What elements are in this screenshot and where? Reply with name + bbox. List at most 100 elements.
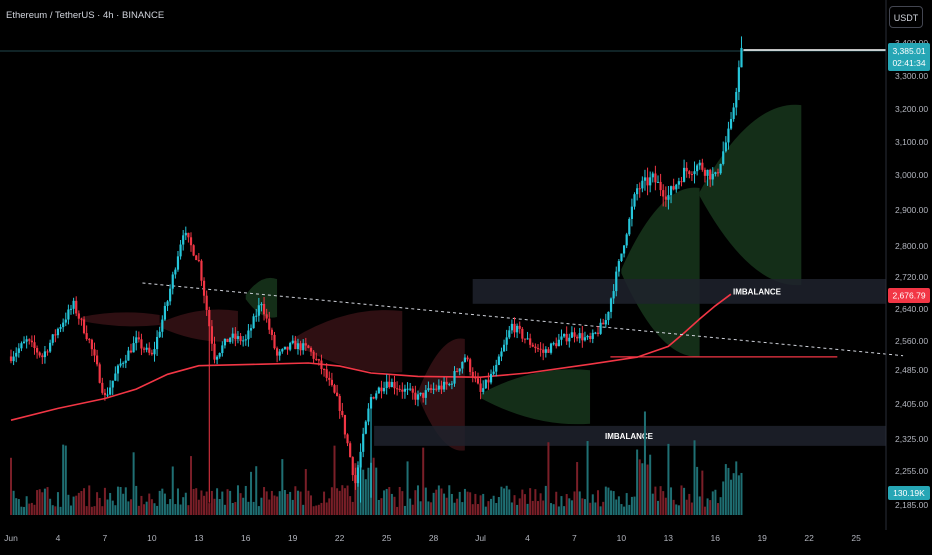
volume-bar-128 bbox=[343, 488, 346, 515]
candle-body-45 bbox=[127, 350, 130, 361]
candle-body-48 bbox=[135, 337, 138, 344]
candle-body-44 bbox=[124, 360, 127, 363]
volume-bar-94 bbox=[255, 466, 258, 515]
x-tick-4: 13 bbox=[194, 533, 204, 543]
candle-body-193 bbox=[513, 323, 516, 333]
candle-body-236 bbox=[625, 234, 628, 246]
volume-bar-41 bbox=[116, 486, 119, 515]
candle-body-85 bbox=[231, 333, 234, 338]
candle-body-111 bbox=[299, 343, 302, 351]
candle-body-61 bbox=[169, 288, 172, 302]
candle-body-36 bbox=[103, 392, 107, 396]
volume-bar-250 bbox=[662, 491, 665, 515]
candle-body-92 bbox=[249, 328, 253, 331]
volume-bar-68 bbox=[187, 505, 190, 515]
volume-bar-175 bbox=[466, 491, 469, 515]
candle-body-95 bbox=[257, 305, 260, 316]
volume-bar-218 bbox=[578, 491, 581, 515]
descending-trendline bbox=[142, 282, 904, 357]
currency-button[interactable]: USDT bbox=[889, 6, 923, 28]
x-tick-17: 22 bbox=[804, 533, 814, 543]
volume-bar-123 bbox=[330, 487, 333, 515]
volume-bar-105 bbox=[283, 490, 286, 515]
volume-bar-199 bbox=[529, 488, 532, 515]
volume-bar-247 bbox=[654, 486, 657, 515]
x-tick-2: 7 bbox=[103, 533, 108, 543]
volume-bar-216 bbox=[573, 491, 576, 515]
candle-body-152 bbox=[406, 388, 409, 390]
y-tick-14: 2,185.00 bbox=[895, 500, 928, 510]
candle-body-182 bbox=[484, 379, 487, 389]
volume-bar-6 bbox=[25, 496, 28, 515]
time-axis[interactable]: Jun 4 7 10 13 16 19 22 25 28 Jul 4 7 10 13 16 19 22 25 bbox=[4, 533, 861, 543]
volume-bar-97 bbox=[263, 487, 266, 515]
candle-body-219 bbox=[581, 333, 584, 341]
candle-body-203 bbox=[539, 348, 542, 350]
volume-bar-204 bbox=[542, 500, 545, 515]
volume-bar-161 bbox=[430, 502, 433, 515]
candle-body-179 bbox=[476, 378, 480, 384]
volume-bar-228 bbox=[604, 486, 607, 515]
volume-bar-249 bbox=[659, 486, 662, 515]
candle-body-19 bbox=[59, 327, 62, 329]
indicator-lines bbox=[0, 49, 904, 421]
candle-body-118 bbox=[317, 359, 320, 361]
volume-bar-137 bbox=[367, 467, 370, 515]
volume-bar-251 bbox=[664, 497, 667, 515]
candle-body-169 bbox=[450, 383, 453, 385]
volume-bar-18 bbox=[56, 492, 59, 515]
candle-body-119 bbox=[320, 360, 323, 370]
volume-bar-177 bbox=[471, 504, 474, 515]
candle-body-275 bbox=[727, 128, 730, 143]
volume-bar-271 bbox=[716, 503, 719, 515]
candle-body-264 bbox=[698, 162, 701, 166]
candle-body-246 bbox=[651, 173, 654, 178]
price-axis[interactable]: 3,400.003,300.003,200.003,100.003,000.00… bbox=[885, 0, 928, 530]
candle-body-238 bbox=[630, 206, 634, 219]
volume-bar-159 bbox=[424, 487, 427, 515]
volume-label: 130.19K bbox=[893, 488, 925, 498]
volume-bar-63 bbox=[174, 504, 177, 515]
volume-bar-146 bbox=[390, 493, 393, 515]
candle-body-7 bbox=[28, 339, 31, 341]
volume-bar-36 bbox=[103, 487, 106, 515]
candle-body-178 bbox=[474, 377, 477, 379]
candle-body-17 bbox=[54, 334, 57, 336]
volume-bar-67 bbox=[184, 492, 187, 515]
candle-body-47 bbox=[132, 343, 135, 353]
cloud-segment-7 bbox=[699, 104, 802, 286]
volume-bar-4 bbox=[20, 506, 23, 515]
candle-body-86 bbox=[234, 333, 237, 339]
volume-bar-139 bbox=[372, 457, 375, 515]
candle-body-32 bbox=[93, 349, 96, 356]
volume-bar-192 bbox=[510, 502, 513, 515]
candle-body-78 bbox=[213, 343, 216, 360]
candle-body-239 bbox=[633, 194, 636, 207]
candle-body-26 bbox=[77, 313, 80, 319]
candle-body-33 bbox=[95, 355, 99, 365]
volume-bar-193 bbox=[513, 495, 516, 515]
volume-bar-238 bbox=[630, 496, 633, 515]
volume-bar-231 bbox=[612, 491, 615, 515]
price-labels: 3,385.01 02:41:34 2,676.79 130.19K bbox=[888, 43, 930, 500]
candle-body-143 bbox=[382, 388, 386, 392]
volume-bar-71 bbox=[195, 488, 198, 515]
candle-body-195 bbox=[518, 325, 521, 329]
candle-body-20 bbox=[62, 322, 65, 328]
candle-body-12 bbox=[41, 355, 44, 358]
volume-bar-81 bbox=[221, 491, 224, 515]
volume-bar-190 bbox=[505, 485, 508, 515]
volume-bar-26 bbox=[77, 492, 80, 515]
candle-body-80 bbox=[218, 353, 221, 357]
volume-bar-205 bbox=[544, 485, 547, 515]
y-tick-5: 2,900.00 bbox=[895, 205, 928, 215]
candle-body-254 bbox=[672, 186, 675, 190]
volume-bar-35 bbox=[101, 506, 104, 515]
volume-bar-64 bbox=[176, 488, 179, 515]
volume-bar-100 bbox=[270, 490, 273, 515]
candle-body-270 bbox=[714, 172, 717, 174]
candle-body-185 bbox=[492, 371, 495, 374]
candle-body-259 bbox=[685, 167, 688, 172]
